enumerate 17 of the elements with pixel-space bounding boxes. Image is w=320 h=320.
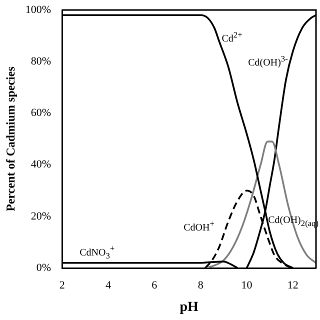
y-tick-label: 0% <box>36 262 52 274</box>
x-tick-label: 4 <box>105 279 112 292</box>
x-tick-label: 10 <box>241 279 253 292</box>
x-tick-label: 6 <box>152 279 158 292</box>
series-label: Cd$^{2+}$ <box>222 30 242 45</box>
y-axis-title: Percent of Cadmium species <box>3 66 18 212</box>
x-tick-label: 8 <box>198 279 204 292</box>
x-tick-label: 12 <box>287 279 298 292</box>
x-tick-label: 2 <box>59 279 65 292</box>
y-tick-label: 100% <box>25 4 52 16</box>
x-axis-title: pH <box>180 300 198 316</box>
y-tick-label: 60% <box>30 107 52 120</box>
series-label: CdOH$^{+}$ <box>184 220 214 234</box>
y-tick-label: 20% <box>30 210 52 222</box>
y-tick-label: 80% <box>30 55 52 68</box>
series-label: Cd(OH)$^{3-}$ <box>248 54 288 68</box>
y-tick-label: 40% <box>30 158 52 171</box>
